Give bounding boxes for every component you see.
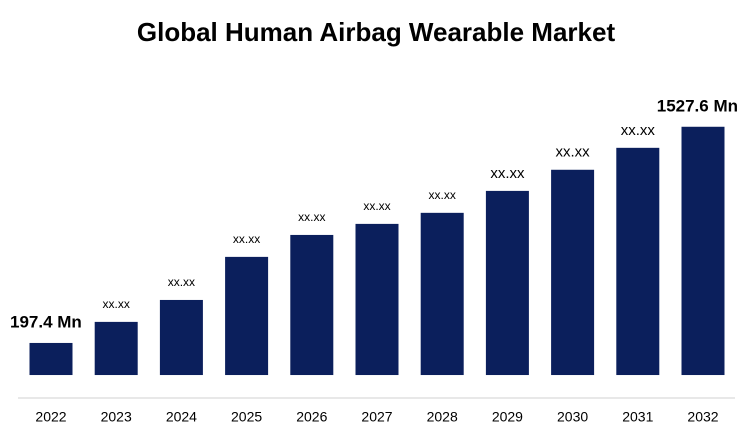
- bar: [485, 190, 529, 376]
- bar: [159, 299, 203, 376]
- value-label: 1527.6 Mn: [657, 96, 738, 115]
- bar: [290, 234, 334, 376]
- x-tick-label: 2022: [35, 409, 66, 425]
- value-label: xx.xx: [490, 165, 525, 182]
- x-tick-label: 2027: [361, 409, 392, 425]
- value-label: 197.4 Mn: [10, 312, 82, 331]
- bar: [355, 223, 399, 376]
- value-label: xx.xx: [233, 232, 260, 246]
- bar: [681, 126, 725, 376]
- value-label: xx.xx: [103, 297, 130, 311]
- chart-title: Global Human Airbag Wearable Market: [137, 17, 616, 47]
- bar: [225, 256, 269, 376]
- bar: [616, 147, 660, 376]
- bar: [29, 342, 73, 376]
- x-tick-label: 2031: [622, 409, 653, 425]
- x-tick-label: 2032: [687, 409, 718, 425]
- value-label: xx.xx: [363, 199, 390, 213]
- x-tick-label: 2026: [296, 409, 327, 425]
- x-tick-label: 2024: [166, 409, 197, 425]
- value-label: xx.xx: [621, 122, 656, 139]
- value-label: xx.xx: [168, 275, 195, 289]
- value-label: xx.xx: [429, 188, 456, 202]
- bar: [551, 169, 595, 376]
- x-tick-label: 2025: [231, 409, 262, 425]
- bar: [94, 321, 138, 376]
- x-tick-label: 2028: [427, 409, 458, 425]
- bar: [420, 212, 464, 376]
- x-tick-label: 2030: [557, 409, 588, 425]
- value-label: xx.xx: [298, 210, 325, 224]
- x-tick-label: 2023: [101, 409, 132, 425]
- x-tick-label: 2029: [492, 409, 523, 425]
- value-label: xx.xx: [556, 144, 591, 161]
